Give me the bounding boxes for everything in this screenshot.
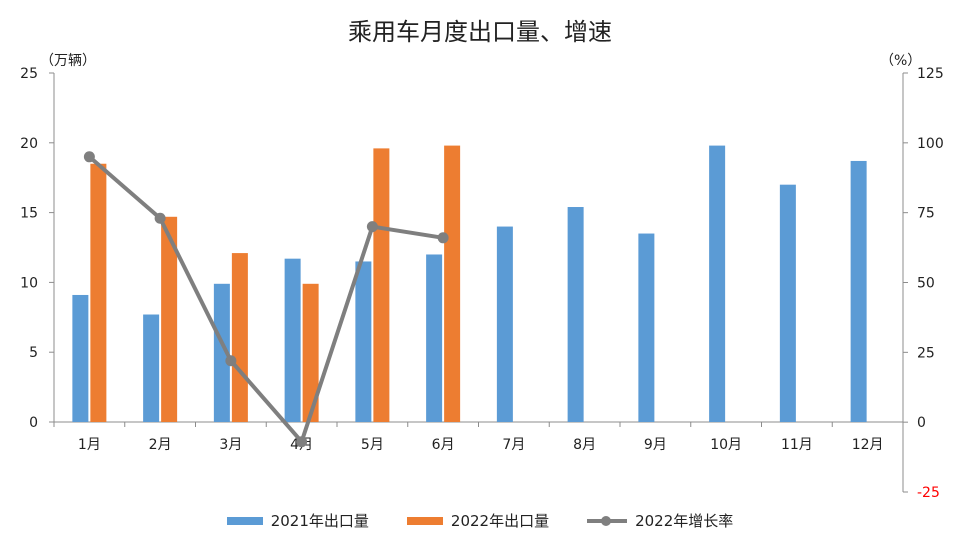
right-axis-tick-label: 100: [917, 136, 944, 152]
bar-2021: [567, 207, 584, 422]
bar-2021: [779, 184, 796, 422]
bar-2022: [161, 216, 178, 422]
legend-swatch-2022: [406, 516, 443, 525]
x-axis-tick-label: 12月: [852, 437, 884, 453]
legend-item-growth: 2022年增长率: [587, 510, 733, 531]
right-axis-tick-label: 125: [917, 66, 944, 82]
legend-label-2022: 2022年出口量: [450, 512, 550, 530]
right-axis-tick-label: 50: [917, 276, 935, 292]
right-axis-tick-label: 75: [917, 206, 935, 222]
x-axis-tick-label: 9月: [644, 437, 667, 453]
bar-2021: [213, 283, 230, 422]
legend-swatch-growth: [587, 515, 628, 526]
legend-item-2022: 2022年出口量: [406, 510, 550, 531]
left-axis-tick-label: 0: [29, 415, 38, 431]
legend-swatch-2021: [226, 516, 263, 525]
bar-2021: [638, 233, 655, 422]
growth-rate-point: [296, 436, 308, 448]
legend-label-growth: 2022年增长率: [635, 512, 734, 530]
left-axis-unit: （万辆）: [40, 53, 96, 69]
x-axis-tick-label: 2月: [149, 437, 172, 453]
right-axis-unit: （%）: [880, 53, 922, 69]
growth-rate-point: [154, 212, 166, 224]
legend-label-2021: 2021年出口量: [270, 512, 369, 530]
bar-2021: [284, 258, 301, 422]
left-axis-tick-label: 20: [20, 136, 38, 152]
x-axis-tick-label: 1月: [78, 437, 101, 453]
x-axis-tick-label: 5月: [361, 437, 384, 453]
growth-rate-point: [225, 355, 237, 367]
x-axis-tick-label: 7月: [502, 437, 525, 453]
bar-2022: [90, 163, 107, 423]
left-axis-tick-label: 5: [29, 345, 38, 361]
bar-2021: [72, 294, 89, 422]
bar-2021: [355, 261, 372, 422]
bar-2022: [444, 145, 461, 423]
bar-2021: [850, 160, 867, 422]
growth-rate-point: [83, 151, 95, 163]
right-axis-tick-label: 25: [917, 345, 935, 361]
bar-2021: [426, 254, 443, 422]
left-axis-tick-label: 25: [20, 66, 38, 82]
x-axis-tick-label: 10月: [710, 437, 742, 453]
right-axis-tick-label: -25: [917, 485, 940, 501]
bar-2022: [373, 148, 390, 422]
bar-2021: [709, 145, 726, 423]
left-axis-tick-label: 10: [20, 275, 38, 291]
x-axis-tick-label: 8月: [573, 437, 596, 453]
x-axis-tick-label: 3月: [219, 437, 242, 453]
legend: 2021年出口量 2022年出口量 2022年增长率: [0, 510, 960, 531]
bar-2022: [231, 253, 248, 422]
x-axis-tick-label: 11月: [781, 437, 813, 453]
bar-2022: [302, 283, 319, 422]
legend-item-2021: 2021年出口量: [226, 510, 369, 531]
chart-title: 乘用车月度出口量、增速: [348, 18, 612, 46]
growth-rate-point: [437, 232, 449, 244]
bar-2021: [496, 226, 513, 422]
left-axis-tick-label: 15: [20, 206, 38, 222]
bar-2021: [143, 314, 160, 422]
x-axis-tick-label: 6月: [432, 437, 455, 453]
right-axis-tick-label: 0: [917, 415, 926, 431]
growth-rate-line: [88, 155, 444, 444]
growth-rate-point: [366, 221, 378, 233]
